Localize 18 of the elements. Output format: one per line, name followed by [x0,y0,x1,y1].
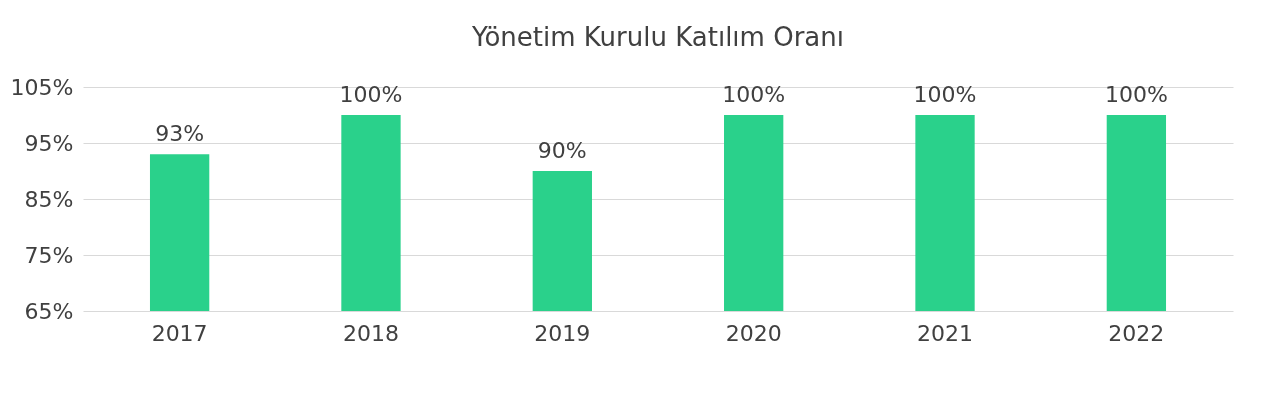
x-tick-label: 2022 [1108,320,1165,346]
data-label: 93% [155,121,205,147]
x-tick-label: 2021 [917,320,974,346]
y-tick-label: 105% [10,74,74,100]
y-tick-label: 65% [24,298,74,324]
data-label: 90% [537,138,587,163]
y-tick-label: 75% [24,242,74,268]
x-tick-label: 2017 [151,320,208,346]
chart-title: Yönetim Kurulu Katılım Oranı [471,22,844,52]
x-tick-label: 2018 [342,320,399,346]
y-tick-label: 85% [24,186,74,212]
data-label: 100% [722,82,786,107]
data-label: 100% [339,82,403,107]
x-tick-label: 2019 [534,320,591,346]
data-label: 100% [913,82,977,107]
x-tick-label: 2020 [725,320,782,346]
y-tick-label: 95% [24,130,74,156]
data-label: 100% [1104,82,1168,107]
